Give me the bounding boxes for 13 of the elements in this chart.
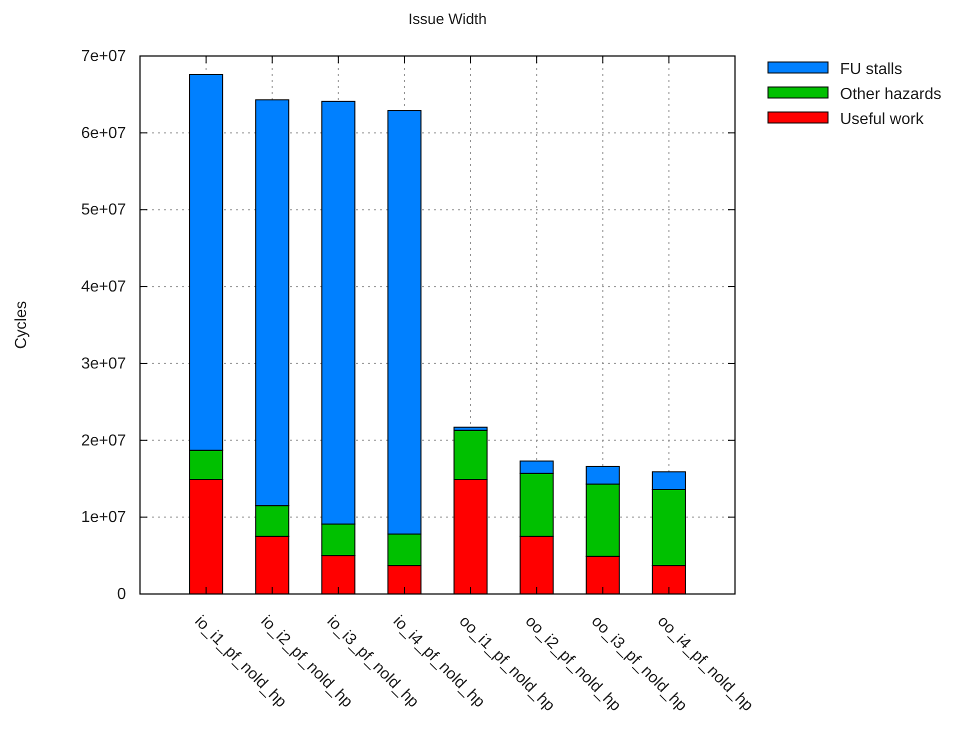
y-axis-title: Cycles <box>13 300 30 350</box>
y-tick-label: 2e+07 <box>81 432 126 450</box>
y-tick-label: 1e+07 <box>81 509 126 526</box>
y-tick-label: 4e+07 <box>81 278 126 296</box>
y-tick-label: 5e+07 <box>81 202 126 219</box>
y-tick-label: 0 <box>117 586 126 603</box>
legend-label: Other hazards <box>840 86 942 103</box>
y-tick-label: 7e+07 <box>81 48 126 65</box>
y-tick-label: 3e+07 <box>81 355 126 372</box>
legend-label: Useful work <box>840 111 925 128</box>
y-tick-label: 6e+07 <box>81 124 126 142</box>
legend-label: FU stalls <box>840 61 902 78</box>
chart-title: Issue Width <box>408 11 487 28</box>
